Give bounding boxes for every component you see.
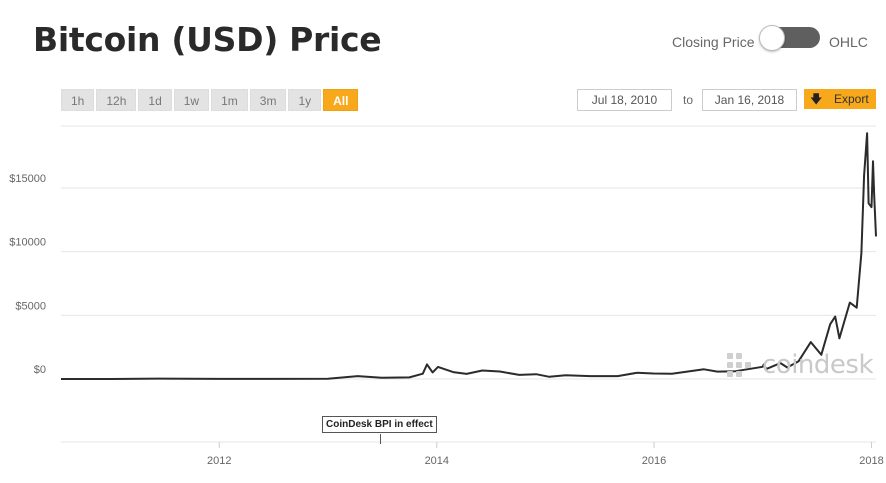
- start-date-field[interactable]: Jul 18, 2010: [577, 89, 672, 111]
- time-range-buttons: 1h 12h 1d 1w 1m 3m 1y All: [61, 89, 359, 111]
- closing-price-label[interactable]: Closing Price: [672, 34, 755, 50]
- range-button-3m[interactable]: 3m: [249, 89, 287, 111]
- y-tick-label: $5000: [15, 300, 46, 312]
- x-tick-label: 2016: [642, 455, 666, 467]
- range-button-1y[interactable]: 1y: [288, 89, 322, 111]
- y-tick-label: $0: [34, 364, 46, 376]
- end-date-field[interactable]: Jan 16, 2018: [702, 89, 797, 111]
- export-button[interactable]: 🡇 Export: [804, 89, 876, 109]
- x-tick-label: 2014: [425, 455, 449, 467]
- bpi-annotation: CoinDesk BPI in effect: [322, 416, 437, 433]
- switch-knob[interactable]: [759, 25, 785, 51]
- range-button-all[interactable]: All: [323, 89, 359, 111]
- x-tick-label: 2012: [207, 455, 231, 467]
- ohlc-label[interactable]: OHLC: [829, 34, 868, 50]
- range-button-1d[interactable]: 1d: [138, 89, 172, 111]
- price-series-line: [61, 132, 877, 380]
- range-button-12h[interactable]: 12h: [96, 89, 137, 111]
- page-title: Bitcoin (USD) Price: [33, 20, 382, 59]
- bpi-annotation-pointer: [380, 434, 381, 444]
- x-tick-label: 2018: [859, 455, 883, 467]
- watermark-text: coindesk: [762, 350, 874, 380]
- download-arrow-icon: 🡇: [810, 92, 823, 106]
- coindesk-logo-icon: [727, 353, 751, 377]
- date-to-label: to: [683, 93, 694, 107]
- range-button-1h[interactable]: 1h: [61, 89, 95, 111]
- range-button-1w[interactable]: 1w: [173, 89, 210, 111]
- y-tick-label: $10000: [9, 237, 46, 249]
- range-button-1m[interactable]: 1m: [211, 89, 248, 111]
- y-tick-label: $15000: [9, 173, 46, 185]
- mode-switch[interactable]: [759, 25, 820, 51]
- export-label: Export: [834, 92, 869, 106]
